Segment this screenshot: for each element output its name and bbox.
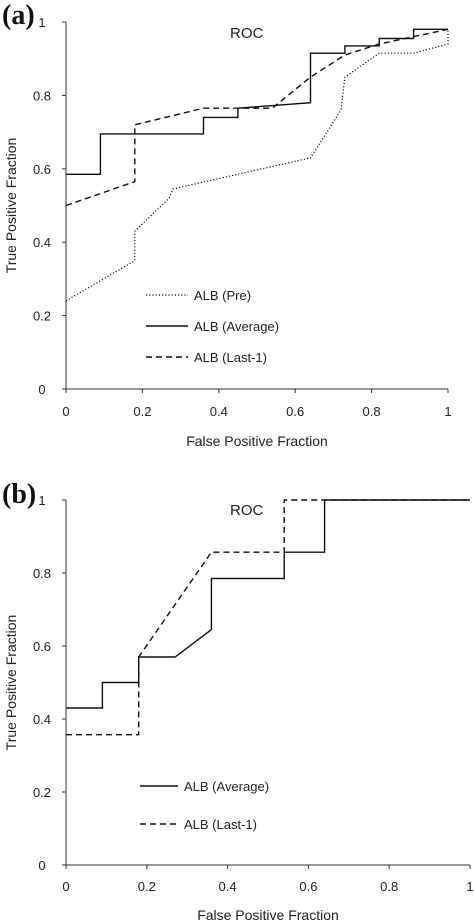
y-tick-label: 0.8: [33, 88, 51, 103]
x-axis-title: False Positive Fraction: [186, 433, 328, 449]
y-axis-title: True Positive Fraction: [3, 615, 19, 751]
y-tick-label: 0.8: [33, 566, 51, 581]
x-tick-label: 0.4: [210, 404, 228, 419]
legend-label: ALB (Last-1): [184, 817, 257, 832]
x-tick-label: 1: [466, 879, 473, 894]
x-tick-label: 0: [62, 404, 69, 419]
x-tick-label: 0.2: [138, 879, 156, 894]
chart-title: ROC: [230, 502, 264, 519]
y-tick-label: 0: [38, 858, 45, 873]
x-tick-label: 0.4: [219, 879, 237, 894]
legend-label: ALB (Pre): [194, 288, 251, 303]
x-tick-label: 0.2: [133, 404, 151, 419]
y-axis-title: True Positive Fraction: [3, 138, 19, 274]
y-tick-label: 0.6: [33, 162, 51, 177]
y-tick-label: 0.2: [33, 309, 51, 324]
y-tick-label: 1: [38, 15, 45, 30]
chart-panel-a: (a) 0 0.2 0.4 0.6 0.8 1 0 0.2 0.4 0.6 0.8 1 False Pos…: [2, 0, 452, 449]
series-line-alb-last-1: [65, 28, 449, 207]
y-tick-label: 1: [38, 493, 45, 508]
x-tick-label: 0.8: [363, 404, 381, 419]
y-tick-label: 0: [38, 382, 45, 397]
series-line-alb-average: [66, 499, 470, 709]
x-tick-label: 0: [62, 879, 69, 894]
x-axis-title: False Positive Fraction: [197, 907, 339, 923]
y-tick-label: 0.4: [33, 235, 51, 250]
x-tick-label: 0.6: [299, 879, 317, 894]
x-tick-label: 1: [444, 404, 451, 419]
y-tick-label: 0.6: [33, 639, 51, 654]
x-tick-label: 0.6: [286, 404, 304, 419]
y-tick-label: 0.4: [33, 712, 51, 727]
chart-title: ROC: [230, 25, 264, 42]
legend-label: ALB (Average): [184, 779, 269, 794]
x-tick-label: 0.8: [380, 879, 398, 894]
legend-label: ALB (Average): [194, 319, 279, 334]
series-line-alb-average: [66, 28, 448, 176]
legend-label: ALB (Last-1): [194, 350, 267, 365]
y-tick-label: 0.2: [33, 785, 51, 800]
series-line-alb-last-1: [66, 499, 470, 736]
panel-label: (a): [2, 0, 35, 31]
chart-panel-b: (b) 0 0.2 0.4 0.6 0.8 1 0 0.2 0.4 0.6 0.8 1 False Pos…: [2, 479, 474, 923]
series-line-alb-pre: [65, 29, 449, 302]
panel-label: (b): [2, 479, 36, 510]
